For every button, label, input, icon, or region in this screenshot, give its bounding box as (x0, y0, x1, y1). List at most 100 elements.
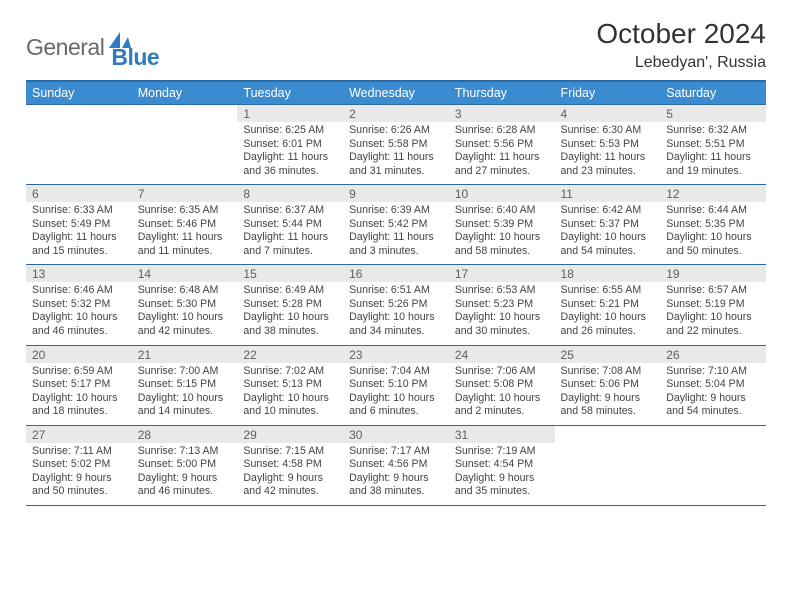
dow-friday: Friday (555, 81, 661, 105)
calendar-table: Sunday Monday Tuesday Wednesday Thursday… (26, 80, 766, 506)
dow-saturday: Saturday (660, 81, 766, 105)
daylight-text: Daylight: 9 hours and 54 minutes. (666, 392, 760, 419)
day-cell: Sunrise: 6:49 AMSunset: 5:28 PMDaylight:… (237, 282, 343, 345)
day-cell: Sunrise: 6:48 AMSunset: 5:30 PMDaylight:… (132, 282, 238, 345)
day-number (660, 425, 766, 443)
day-number: 14 (132, 265, 238, 283)
daylight-text: Daylight: 10 hours and 58 minutes. (455, 231, 549, 258)
day-cell: Sunrise: 7:06 AMSunset: 5:08 PMDaylight:… (449, 363, 555, 426)
day-cell: Sunrise: 6:53 AMSunset: 5:23 PMDaylight:… (449, 282, 555, 345)
sunset-text: Sunset: 6:01 PM (243, 138, 337, 152)
sunset-text: Sunset: 5:08 PM (455, 378, 549, 392)
sunrise-text: Sunrise: 6:26 AM (349, 124, 443, 138)
day-cell: Sunrise: 6:44 AMSunset: 5:35 PMDaylight:… (660, 202, 766, 265)
sunset-text: Sunset: 5:51 PM (666, 138, 760, 152)
sunrise-text: Sunrise: 7:10 AM (666, 365, 760, 379)
day-cell: Sunrise: 6:46 AMSunset: 5:32 PMDaylight:… (26, 282, 132, 345)
day-cell (660, 443, 766, 506)
sunrise-text: Sunrise: 7:00 AM (138, 365, 232, 379)
daylight-text: Daylight: 9 hours and 42 minutes. (243, 472, 337, 499)
day-cell: Sunrise: 7:13 AMSunset: 5:00 PMDaylight:… (132, 443, 238, 506)
day-number: 2 (343, 105, 449, 123)
daylight-text: Daylight: 10 hours and 38 minutes. (243, 311, 337, 338)
sunrise-text: Sunrise: 6:33 AM (32, 204, 126, 218)
daynum-row: 12345 (26, 105, 766, 123)
location-label: Lebedyan', Russia (596, 54, 766, 72)
sunset-text: Sunset: 5:21 PM (561, 298, 655, 312)
content-row: Sunrise: 7:11 AMSunset: 5:02 PMDaylight:… (26, 443, 766, 506)
day-number (26, 105, 132, 123)
day-number: 4 (555, 105, 661, 123)
sunrise-text: Sunrise: 7:06 AM (455, 365, 549, 379)
daylight-text: Daylight: 11 hours and 11 minutes. (138, 231, 232, 258)
day-cell: Sunrise: 6:26 AMSunset: 5:58 PMDaylight:… (343, 122, 449, 185)
sunrise-text: Sunrise: 6:59 AM (32, 365, 126, 379)
day-number: 26 (660, 345, 766, 363)
sunrise-text: Sunrise: 6:49 AM (243, 284, 337, 298)
day-cell: Sunrise: 7:08 AMSunset: 5:06 PMDaylight:… (555, 363, 661, 426)
sunset-text: Sunset: 5:02 PM (32, 458, 126, 472)
header: General Blue October 2024 Lebedyan', Rus… (26, 18, 766, 72)
daylight-text: Daylight: 10 hours and 6 minutes. (349, 392, 443, 419)
daynum-row: 13141516171819 (26, 265, 766, 283)
content-row: Sunrise: 6:59 AMSunset: 5:17 PM Daylight:… (26, 363, 766, 426)
day-cell: Sunrise: 6:33 AMSunset: 5:49 PMDaylight:… (26, 202, 132, 265)
sunset-text: Sunset: 5:13 PM (243, 378, 337, 392)
sunrise-text: Sunrise: 6:42 AM (561, 204, 655, 218)
content-row: Sunrise: 6:25 AMSunset: 6:01 PMDaylight:… (26, 122, 766, 185)
logo-text-blue: Blue (111, 44, 159, 71)
sunrise-text: Sunrise: 6:32 AM (666, 124, 760, 138)
day-cell: Sunrise: 7:11 AMSunset: 5:02 PMDaylight:… (26, 443, 132, 506)
sunrise-text: Sunrise: 6:57 AM (666, 284, 760, 298)
day-number (132, 105, 238, 123)
sunrise-text: Sunrise: 7:04 AM (349, 365, 443, 379)
day-number: 22 (237, 345, 343, 363)
day-cell: Sunrise: 7:17 AMSunset: 4:56 PMDaylight:… (343, 443, 449, 506)
day-number: 15 (237, 265, 343, 283)
day-number: 8 (237, 185, 343, 203)
sunset-text: Sunset: 5:32 PM (32, 298, 126, 312)
day-number: 1 (237, 105, 343, 123)
day-cell: Sunrise: 6:28 AMSunset: 5:56 PMDaylight:… (449, 122, 555, 185)
day-number: 27 (26, 425, 132, 443)
sunrise-text: Sunrise: 6:40 AM (455, 204, 549, 218)
daylight-text: Daylight: 11 hours and 31 minutes. (349, 151, 443, 178)
day-number (555, 425, 661, 443)
day-number: 31 (449, 425, 555, 443)
daynum-row: 6789101112 (26, 185, 766, 203)
day-number: 12 (660, 185, 766, 203)
day-cell: Sunrise: 7:02 AMSunset: 5:13 PMDaylight:… (237, 363, 343, 426)
sunset-text: Sunset: 5:06 PM (561, 378, 655, 392)
sunrise-text: Sunrise: 6:48 AM (138, 284, 232, 298)
daylight-text: Daylight: 11 hours and 15 minutes. (32, 231, 126, 258)
sunset-text: Sunset: 5:15 PM (138, 378, 232, 392)
sunset-text: Sunset: 5:10 PM (349, 378, 443, 392)
sunrise-text: Sunrise: 7:17 AM (349, 445, 443, 459)
dow-tuesday: Tuesday (237, 81, 343, 105)
content-row: Sunrise: 6:46 AMSunset: 5:32 PMDaylight:… (26, 282, 766, 345)
day-number: 5 (660, 105, 766, 123)
daylight-text: Daylight: 11 hours and 23 minutes. (561, 151, 655, 178)
day-number: 7 (132, 185, 238, 203)
sunrise-text: Sunrise: 7:08 AM (561, 365, 655, 379)
day-number: 21 (132, 345, 238, 363)
logo: General Blue (26, 18, 159, 71)
sunset-text: Sunset: 5:46 PM (138, 218, 232, 232)
day-cell: Sunrise: 6:42 AMSunset: 5:37 PMDaylight:… (555, 202, 661, 265)
daylight-text: Daylight: 10 hours and 50 minutes. (666, 231, 760, 258)
sunset-text: Sunset: 5:42 PM (349, 218, 443, 232)
day-number: 9 (343, 185, 449, 203)
sunset-text: Sunset: 5:17 PM (32, 378, 126, 392)
calendar-page: General Blue October 2024 Lebedyan', Rus… (0, 0, 792, 516)
daylight-text: Daylight: 9 hours and 46 minutes. (138, 472, 232, 499)
daylight-text: Daylight: 10 hours and 42 minutes. (138, 311, 232, 338)
day-cell: Sunrise: 6:39 AMSunset: 5:42 PMDaylight:… (343, 202, 449, 265)
day-cell: Sunrise: 6:59 AMSunset: 5:17 PMDaylight:… (26, 363, 132, 426)
day-cell: Sunrise: 7:04 AMSunset: 5:10 PMDaylight:… (343, 363, 449, 426)
day-number: 13 (26, 265, 132, 283)
logo-text-general: General (26, 34, 104, 61)
dow-monday: Monday (132, 81, 238, 105)
day-number: 25 (555, 345, 661, 363)
day-cell: Sunrise: 7:10 AMSunset: 5:04 PMDaylight:… (660, 363, 766, 426)
sunrise-text: Sunrise: 7:15 AM (243, 445, 337, 459)
